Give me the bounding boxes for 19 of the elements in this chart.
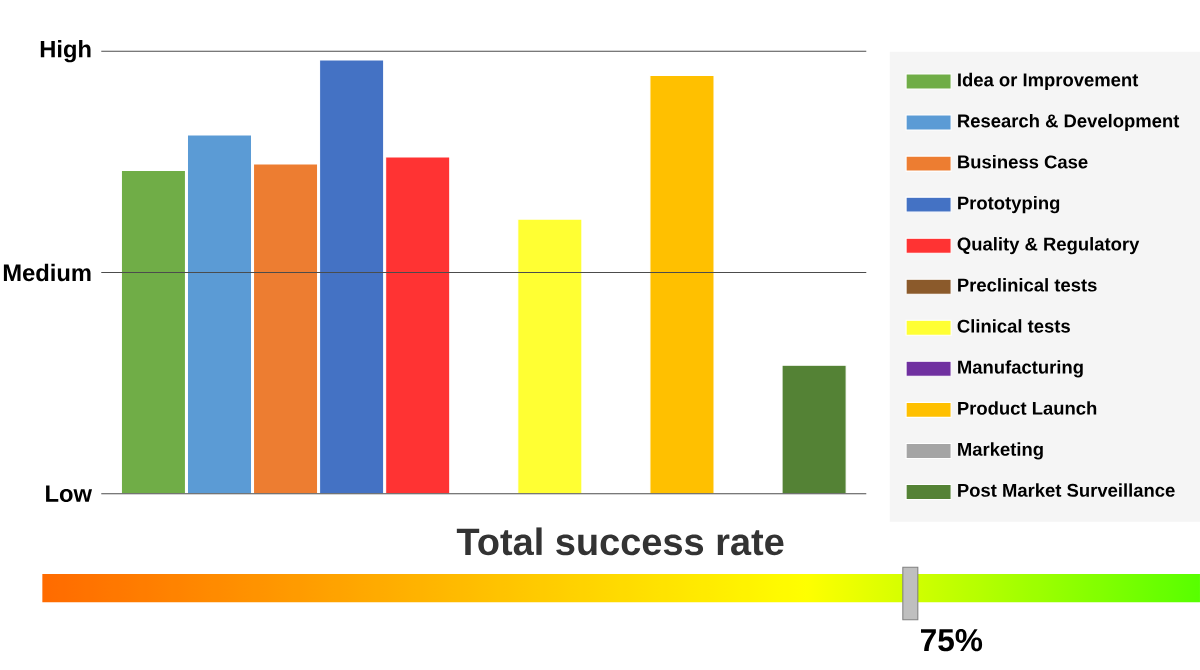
legend-label: Marketing — [958, 442, 1043, 460]
bar — [517, 218, 583, 495]
legend-label: Idea or Improvement — [958, 72, 1139, 91]
legend-label: Clinical tests — [957, 319, 1070, 333]
legend-label: Post Market Surveillance — [958, 483, 1175, 497]
ref-line-label: Low — [46, 485, 93, 503]
legend-label: Product Launch — [958, 401, 1097, 415]
data-label: 75% — [921, 629, 983, 652]
legend-label: Preclinical tests — [958, 278, 1097, 292]
ref-line-label: High — [40, 40, 91, 63]
bar — [649, 75, 715, 495]
legend-label: Business Case — [958, 154, 1088, 169]
legend-label: Prototyping — [958, 196, 1060, 214]
legend-label: Research & Development — [958, 113, 1180, 132]
legend-label: Quality & Regulatory — [957, 237, 1140, 255]
ref-line-label: Medium — [3, 263, 91, 282]
bar — [781, 364, 847, 495]
text: Total success rate — [456, 527, 784, 556]
legend-label: Manufacturing — [958, 360, 1083, 378]
